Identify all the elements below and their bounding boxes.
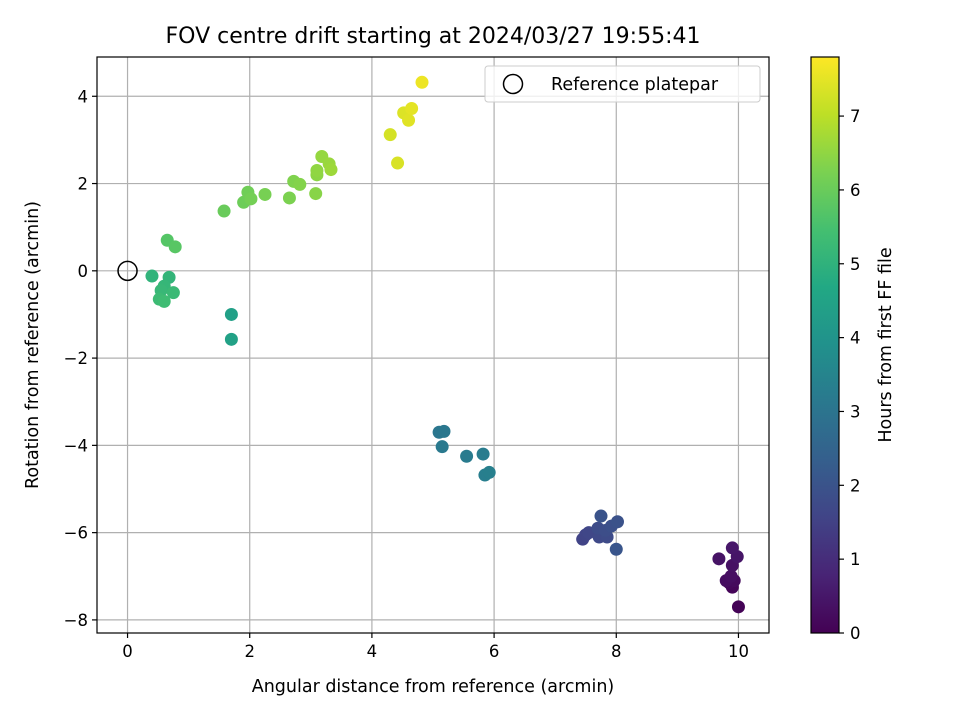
colorbar-tick-label: 4 — [850, 329, 861, 348]
data-point — [244, 192, 258, 206]
data-point — [383, 128, 397, 142]
colorbar-tick-label: 0 — [850, 624, 861, 643]
colorbar: 0 1 2 3 4 5 6 7 Hours from first FF file — [810, 56, 896, 643]
x-axis-ticks: 0 2 4 6 8 10 — [122, 633, 749, 661]
y-tick-label: −6 — [64, 524, 88, 543]
data-point — [310, 163, 324, 177]
data-point — [725, 541, 739, 555]
reference-marker-layer — [117, 260, 138, 282]
x-tick-label: 4 — [367, 642, 378, 661]
y-axis-label: Rotation from reference (arcmin) — [23, 201, 43, 489]
data-point — [435, 440, 449, 454]
data-point — [609, 542, 623, 556]
colorbar-tick-label: 5 — [850, 255, 861, 274]
data-point — [157, 294, 171, 308]
y-axis-ticks: −8 −6 −4 −2 0 2 4 — [64, 87, 97, 630]
data-point — [437, 424, 451, 438]
data-point — [166, 286, 180, 300]
data-point — [309, 187, 323, 201]
data-point — [415, 75, 429, 89]
x-axis-label: Angular distance from reference (arcmin) — [252, 677, 615, 697]
data-point — [145, 269, 159, 283]
data-point — [460, 449, 474, 463]
legend-box — [484, 65, 761, 103]
y-tick-label: 0 — [78, 262, 89, 281]
x-tick-label: 8 — [611, 642, 622, 661]
x-tick-label: 2 — [244, 642, 255, 661]
data-point — [282, 191, 296, 205]
data-point — [224, 332, 238, 346]
data-point — [217, 204, 231, 218]
colorbar-tick-label: 1 — [850, 550, 861, 569]
data-point — [610, 515, 624, 529]
data-point — [324, 163, 338, 177]
x-tick-label: 10 — [728, 642, 749, 661]
data-point — [224, 307, 238, 321]
data-point — [476, 447, 490, 461]
data-point — [594, 509, 608, 523]
data-point — [712, 552, 726, 566]
colorbar-tick-label: 3 — [850, 402, 861, 421]
data-point — [258, 187, 272, 201]
legend-marker-reference — [502, 73, 524, 95]
data-point — [391, 156, 405, 170]
reference-platepar-marker — [117, 260, 138, 282]
y-tick-label: 4 — [78, 87, 89, 106]
y-tick-label: −2 — [64, 349, 88, 368]
x-tick-label: 0 — [122, 642, 133, 661]
data-point — [402, 113, 416, 127]
data-point — [482, 465, 496, 479]
y-tick-label: −8 — [64, 611, 88, 630]
colorbar-ticks: 0 1 2 3 4 5 6 7 — [839, 107, 861, 643]
legend-label-reference: Reference platepar — [551, 75, 719, 95]
data-point — [168, 240, 182, 254]
colorbar-tick-label: 2 — [850, 476, 861, 495]
chart-title: FOV centre drift starting at 2024/03/27 … — [166, 24, 701, 49]
x-tick-label: 6 — [489, 642, 500, 661]
legend: Reference platepar — [484, 65, 761, 103]
data-point — [405, 101, 419, 115]
colorbar-tick-label: 6 — [850, 181, 861, 200]
data-point — [731, 600, 745, 614]
data-point — [724, 569, 738, 583]
plot-frame — [96, 56, 770, 634]
grid-lines — [97, 57, 769, 633]
y-tick-label: 2 — [78, 175, 89, 194]
colorbar-label: Hours from first FF file — [876, 247, 896, 442]
data-points — [145, 75, 745, 614]
y-tick-label: −4 — [64, 436, 88, 455]
colorbar-tick-label: 7 — [850, 107, 861, 126]
data-point — [293, 177, 307, 191]
colorbar-gradient — [810, 56, 840, 634]
